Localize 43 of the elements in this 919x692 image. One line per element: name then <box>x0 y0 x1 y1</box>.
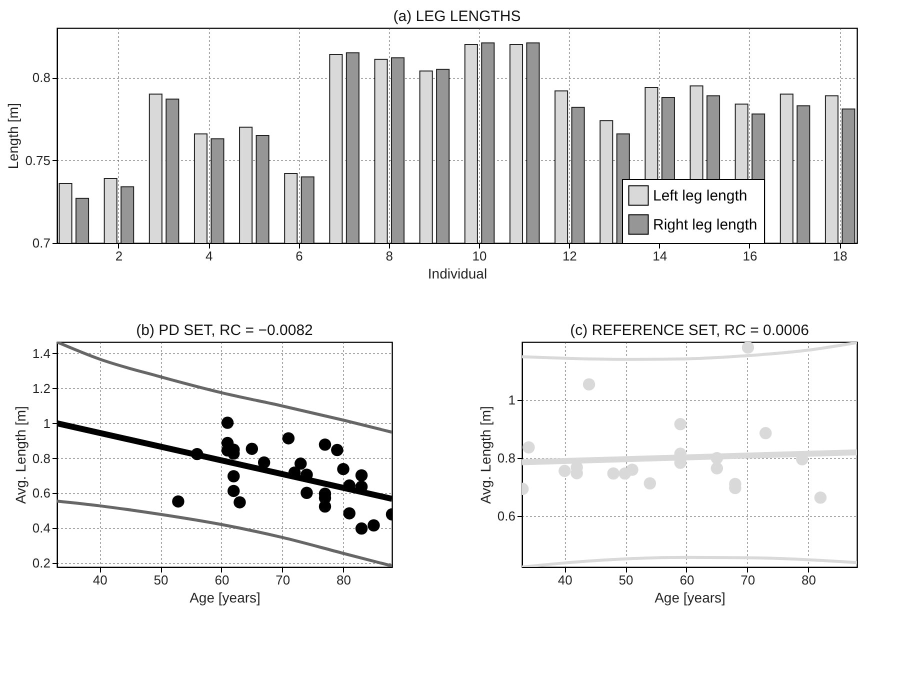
y-tick-label: 0.8 <box>497 450 516 466</box>
x-tick-label: 40 <box>558 572 572 588</box>
y-tick-label: 0.8 <box>32 450 50 466</box>
y-tick-label: 1 <box>508 392 516 408</box>
x-tick-label: 80 <box>336 572 352 588</box>
x-tick-label: 60 <box>680 572 694 588</box>
y-axis-title: Length [m] <box>5 102 22 170</box>
y-tick-label: 0.4 <box>32 520 50 536</box>
x-tick-label: 2 <box>115 248 123 264</box>
x-tick-label: 50 <box>618 572 634 588</box>
x-tick-label: 50 <box>154 572 168 588</box>
chart-title: (b) PD SET, RC = −0.0082 <box>136 322 313 339</box>
x-tick-label: 6 <box>296 248 303 264</box>
y-tick-label: 0.8 <box>32 70 50 86</box>
x-tick-label: 12 <box>562 248 577 264</box>
x-axis-title: Individual <box>428 266 488 282</box>
y-tick-label: 0.7 <box>32 236 50 250</box>
y-tick-label: 1.4 <box>32 346 50 361</box>
legend-label: Left leg length <box>653 188 748 204</box>
x-axis-title: Age [years] <box>190 590 260 606</box>
y-tick-label: 0.6 <box>32 486 50 501</box>
x-tick-label: 4 <box>205 248 213 264</box>
y-axis-title: Avg. Length [m] <box>12 406 28 504</box>
x-tick-label: 40 <box>92 572 108 588</box>
x-tick-label: 8 <box>386 248 394 264</box>
x-tick-label: 10 <box>472 248 487 264</box>
x-tick-label: 16 <box>742 248 758 264</box>
chart-title: (c) REFERENCE SET, RC = 0.0006 <box>570 322 809 339</box>
x-tick-label: 70 <box>740 572 756 588</box>
x-tick-label: 80 <box>802 572 816 588</box>
y-axis-title: Avg. Length [m] <box>477 406 494 504</box>
x-tick-label: 60 <box>214 572 230 588</box>
y-tick-label: 1 <box>43 416 50 431</box>
y-tick-label: 0.6 <box>497 508 516 524</box>
x-tick-label: 18 <box>832 248 848 264</box>
x-tick-label: 14 <box>652 248 668 264</box>
y-tick-label: 0.75 <box>25 152 50 168</box>
x-axis-title: Age [years] <box>654 590 726 606</box>
y-tick-label: 1.2 <box>32 380 50 396</box>
legend-label: Right leg length <box>653 216 758 234</box>
x-tick-label: 70 <box>276 572 290 588</box>
y-tick-label: 0.2 <box>32 556 50 571</box>
chart-title: (a) LEG LENGTHS <box>393 8 521 25</box>
